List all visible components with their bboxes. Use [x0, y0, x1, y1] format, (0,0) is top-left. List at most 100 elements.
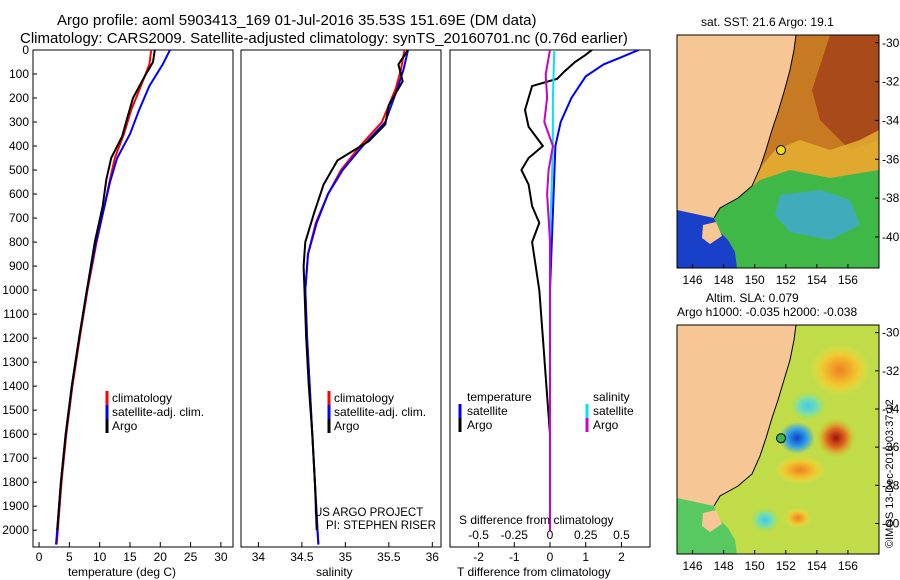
lon-tick-label: 150: [745, 559, 765, 573]
x-tick-label: 36: [426, 550, 440, 564]
y-tick-label: 0: [22, 43, 29, 57]
legend-salinity-heading: salinity: [593, 390, 630, 404]
lat-tick-label: -36: [882, 152, 900, 166]
lat-tick-label: -38: [882, 478, 900, 492]
salinity-ticks: 34 34.5 35 35.5 36: [252, 542, 440, 564]
x-tick-label: 35.5: [377, 550, 401, 564]
eddy-warm-south: [774, 456, 826, 484]
lon-tick-label: 156: [838, 559, 858, 573]
difference-ticks: -2 -1 0 1 2 -0.5 -0.25 0 0.25 0.5: [468, 528, 630, 564]
figure-title-line1: Argo profile: aoml 5903413_169 01-Jul-20…: [57, 12, 536, 29]
lon-tick-label: 154: [807, 559, 827, 573]
lat-tick-label: -32: [882, 75, 900, 89]
lon-tick-label: 154: [807, 273, 827, 287]
depth-axis: 0 100 200 300 400 500 600 700 800 900 1000 1100 1200…: [2, 43, 37, 537]
lon-tick-label: 148: [714, 273, 734, 287]
legend-climatology-label: climatology: [334, 391, 394, 405]
x-tick-label: -1: [509, 550, 520, 564]
argo-location-marker: [776, 145, 786, 156]
temperature-frame: [32, 49, 234, 548]
series-line-t-argo: [520, 50, 594, 531]
lat-tick-label: -34: [882, 402, 900, 416]
y-tick-label: 800: [9, 235, 29, 249]
temperature-lines: [55, 50, 171, 545]
x-tick-label: 30: [214, 550, 228, 564]
legend-s-satellite-label: satellite: [593, 404, 634, 418]
sla-map-frame: [676, 324, 880, 555]
x-tick-label: 20: [154, 550, 168, 564]
lat-tick-label: -34: [882, 113, 900, 127]
temperature-panel: 0 5 10 15 20 25 30 temperature (deg C) climato…: [32, 49, 234, 579]
y-tick-label: 200: [9, 91, 29, 105]
x-tick-label: 34: [252, 550, 266, 564]
series-line-climatology: [304, 50, 406, 545]
series-line-argo: [56, 50, 156, 531]
x-tick-label: 0: [547, 550, 554, 564]
y-tick-label: 1300: [2, 355, 29, 369]
coastline: [713, 35, 797, 219]
pi-credit: PI: STEPHEN RISER: [326, 520, 436, 532]
series-line-t-satellite: [549, 50, 642, 531]
ocean-cold-patch: [775, 190, 860, 240]
y-tick-label: 1100: [3, 307, 29, 321]
eddy-hot: [816, 418, 856, 458]
series-line-s-argo: [543, 50, 554, 531]
y-tick-label: 1200: [2, 331, 29, 345]
y-tick-label: 100: [9, 67, 29, 81]
x-tick-label: 10: [93, 550, 107, 564]
salinity-legend: climatology satellite-adj. clim. Argo: [327, 391, 426, 433]
y-tick-label: 2000: [2, 523, 29, 537]
y-tick-label: 1400: [2, 379, 29, 393]
eddy-cold: [779, 422, 815, 454]
x-tick-label: 1: [582, 550, 589, 564]
x-tick-label: 2: [618, 550, 625, 564]
temperature-ticks: 0 5 10 15 20 25 30: [36, 542, 228, 564]
lat-tick-label: -36: [882, 440, 900, 454]
x2-tick-label: -0.5: [468, 528, 489, 542]
difference-legend-salinity: salinity satellite Argo: [585, 390, 634, 432]
series-line-satellite-adj-clim-: [304, 50, 409, 545]
sla-map-image: [677, 325, 879, 554]
x2-tick-label: 0.5: [613, 528, 630, 542]
y-tick-label: 1700: [2, 451, 29, 465]
x2-tick-label: -0.25: [501, 528, 529, 542]
x-tick-label: 5: [66, 550, 73, 564]
argo-location-marker: [776, 433, 786, 444]
sla-map-ticks: 146 148 150 152 154 156 -30 -32 -34 -36 -38 -40: [683, 326, 900, 573]
legend-satellite-label: satellite-adj. clim.: [112, 405, 204, 419]
s-difference-xlabel: S difference from climatology: [459, 513, 614, 527]
y-tick-label: 400: [9, 139, 29, 153]
t-difference-xlabel: T difference from climatology: [457, 565, 611, 579]
salinity-panel: 34 34.5 35 35.5 36 salinity climatology sate…: [240, 49, 442, 579]
y-tick-label: 900: [9, 259, 29, 273]
legend-argo-label: Argo: [334, 419, 360, 433]
series-line-satellite-adj-clim-: [55, 50, 171, 545]
eddy-warm-se: [784, 508, 812, 528]
legend-satellite-label: satellite-adj. clim.: [334, 405, 426, 419]
salinity-xlabel: salinity: [316, 565, 353, 579]
lon-tick-label: 156: [838, 273, 858, 287]
x2-tick-label: 0.25: [574, 528, 598, 542]
x-tick-label: 34.5: [290, 550, 314, 564]
y-tick-label: 500: [9, 163, 29, 177]
sst-map-panel: sat. SST: 21.6 Argo: 19.1 146 148 150 152 15…: [676, 15, 900, 287]
temperature-xlabel: temperature (deg C): [68, 565, 176, 579]
lon-tick-label: 152: [776, 273, 796, 287]
legend-s-argo-label: Argo: [593, 418, 619, 432]
lat-tick-label: -38: [882, 191, 900, 205]
lon-tick-label: 148: [714, 559, 734, 573]
legend-t-argo-label: Argo: [467, 418, 493, 432]
x-tick-label: 35: [339, 550, 353, 564]
lon-tick-label: 146: [683, 559, 703, 573]
y-tick-label: 300: [9, 115, 29, 129]
y-tick-label: 1900: [2, 499, 29, 513]
coastline: [713, 325, 797, 507]
x2-tick-label: 0: [547, 528, 554, 542]
lon-tick-label: 150: [745, 273, 765, 287]
salinity-frame: [240, 49, 442, 548]
lon-tick-label: 146: [683, 273, 703, 287]
difference-lines: [520, 50, 642, 531]
imos-credit: ©IMOS 13-Dec-2018 03:37:12: [884, 399, 896, 548]
lat-tick-label: -32: [882, 364, 900, 378]
island: [702, 510, 722, 532]
